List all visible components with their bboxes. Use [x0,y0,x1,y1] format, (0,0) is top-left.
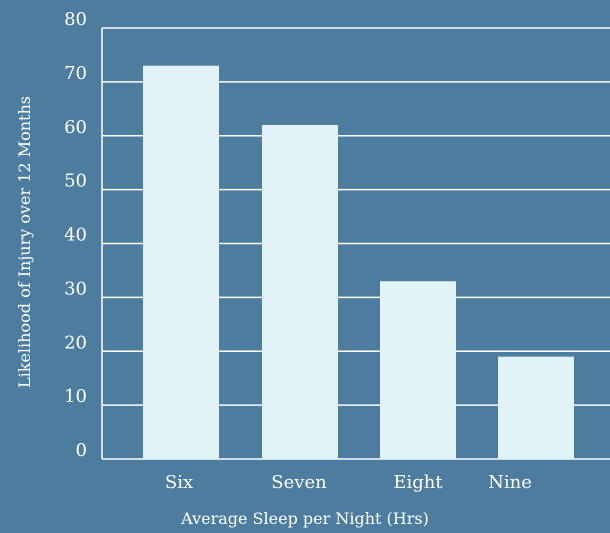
y-tick-label: 40 [64,225,87,246]
x-tick-labels: Six Seven Eight Nine [165,472,532,493]
x-tick-label: Six [165,472,193,493]
y-tick-label: 60 [64,117,87,138]
bar-seven [262,124,338,459]
y-axis-label: Likelihood of Injury over 12 Months [15,96,34,388]
x-tick-label: Nine [488,472,532,493]
y-tick-label: 80 [64,9,87,30]
y-tick-labels: 0 10 20 30 40 50 60 70 80 [64,9,87,461]
y-tick-label: 20 [64,332,87,353]
y-tick-label: 70 [64,63,87,84]
y-tick-label: 0 [76,440,87,461]
bar-nine [498,356,574,459]
x-axis-label: Average Sleep per Night (Hrs) [180,509,429,528]
x-tick-label: Seven [271,472,327,493]
bar-eight [380,281,456,459]
bars [143,65,574,460]
y-tick-label: 50 [64,171,87,192]
y-tick-label: 10 [64,386,87,407]
y-tick-label: 30 [64,278,87,299]
x-tick-label: Eight [393,472,443,493]
bar-six [143,65,219,460]
